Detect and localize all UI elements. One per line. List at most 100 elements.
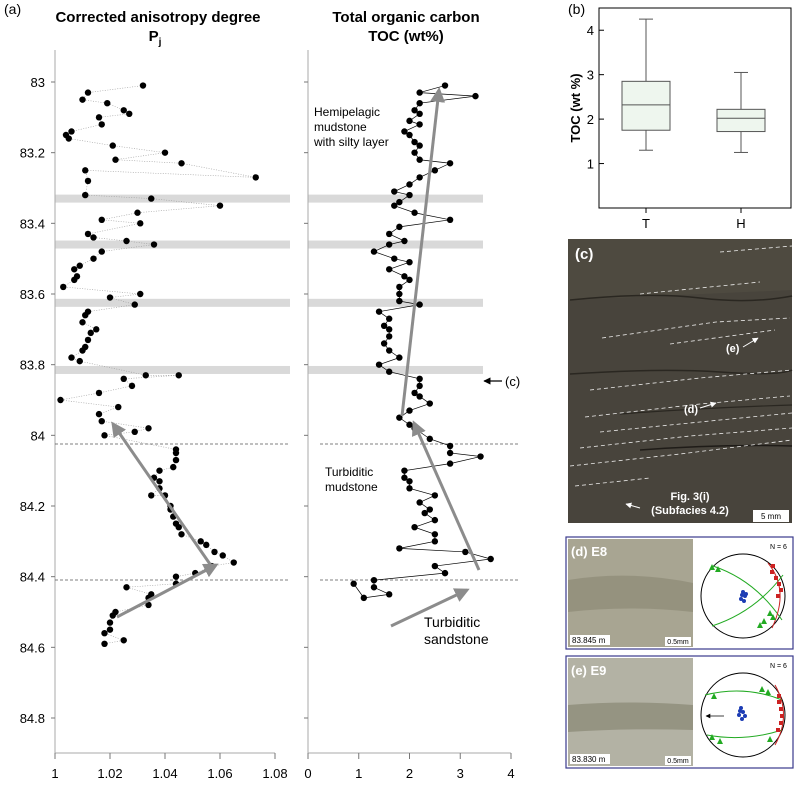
turbiditic-sandstone-label-1: Turbiditic [424,614,480,630]
toc-point [406,181,413,188]
pj-point [106,626,114,633]
pj-point [137,290,144,298]
toc-point [406,259,413,266]
pj-point [120,375,127,382]
toc-x-tick-label: 2 [406,766,413,781]
toc-point [421,509,428,517]
pj-x-tick-label: 1.04 [152,766,177,781]
toc-gray-band [308,194,483,203]
pj-x-tick-label: 1 [51,766,58,781]
depth-tick-label: 84 [31,428,45,443]
pj-point [84,89,92,96]
pj-point [123,237,130,245]
toc-point [386,347,393,354]
pj-point [65,135,72,142]
pj-point [230,559,237,566]
toc-point [401,474,408,481]
core-crack-4 [639,444,793,451]
toc-point [396,297,403,305]
pj-point [131,428,138,435]
toc-point [350,580,357,587]
pj-point [98,418,105,425]
panel-e: (e) E9 83.830 m 0.5mm N = 6 [565,655,794,769]
laminae-dashes [569,245,793,487]
core-photo-shade [568,290,792,523]
toc-point [446,216,454,223]
toc-point [406,421,413,428]
toc-point [416,156,423,163]
pj-point [120,637,127,644]
pj-point [175,524,182,531]
pj-point [90,255,97,262]
toc-point [426,400,433,407]
box-y-tick-label: 4 [587,23,594,38]
turbiditic-mudstone-label-2: mudstone [325,480,378,494]
panel-e-green-arc-2 [706,729,783,739]
toc-point [406,276,413,284]
depth-tick-label: 83.2 [20,146,45,161]
pj-point [101,432,108,439]
toc-point [411,149,418,156]
pj-title-symbol: P [149,28,159,45]
toc-point [386,591,393,598]
pj-point [82,167,89,174]
toc-point [411,107,418,114]
pj-point [71,266,78,273]
panel-c-d-arrow [699,401,717,409]
gray-bands [55,194,483,374]
toc-point [396,290,403,298]
toc-point [360,594,368,602]
toc-point [391,255,398,262]
pj-point [115,403,122,411]
pj-point [145,425,152,432]
panel-d-stereonet [700,553,786,639]
panel-d-red-arc [767,562,781,629]
pj-point [87,329,94,337]
pj-point [134,209,141,216]
toc-point [416,393,423,400]
panel-e-depth: 83.830 m [572,755,606,764]
panel-a-label: (a) [4,1,21,17]
panel-e-silt-band [568,702,693,732]
pj-point [93,326,100,333]
pj-point [76,357,83,365]
scale-bar-box [753,510,789,522]
box-iqr [716,108,766,133]
panel-d-n: N = 6 [770,544,787,551]
pj-point [156,467,163,474]
pj-point [172,573,180,580]
pj-point [156,478,163,485]
toc-point [380,322,388,329]
toc-point [416,301,423,308]
toc-trend-arrow-sand [390,588,470,628]
box-x-tick-label: H [736,216,745,231]
pj-point [120,107,127,114]
pj-trend-arrow-sand [116,563,219,619]
toc-point [396,223,403,231]
toc-point [386,368,393,375]
toc-point [411,209,418,216]
pj-point [98,248,105,255]
toc-point [411,389,418,397]
panel-e-n: N = 6 [770,663,787,670]
toc-point [396,414,403,421]
turbiditic-mudstone-label-1: Turbiditic [325,465,373,479]
depth-tick-label: 83 [31,75,45,90]
panel-e-scale: 0.5mm [667,758,689,765]
toc-x-tick-label: 4 [507,766,514,781]
pj-x-tick-label: 1.02 [97,766,122,781]
panel-d-scale: 0.5mm [667,639,689,646]
toc-point [431,562,439,570]
pj-point [101,630,108,637]
pj-title-line2: Pj [149,28,162,48]
depth-tick-label: 84.4 [20,570,45,585]
toc-line [353,85,491,599]
toc-point [391,202,398,209]
pj-point [68,128,75,135]
toc-point [416,375,423,382]
panel-e-red-points [776,694,784,732]
toc-point [416,142,423,149]
toc-point [416,121,423,128]
pj-point [109,612,116,619]
